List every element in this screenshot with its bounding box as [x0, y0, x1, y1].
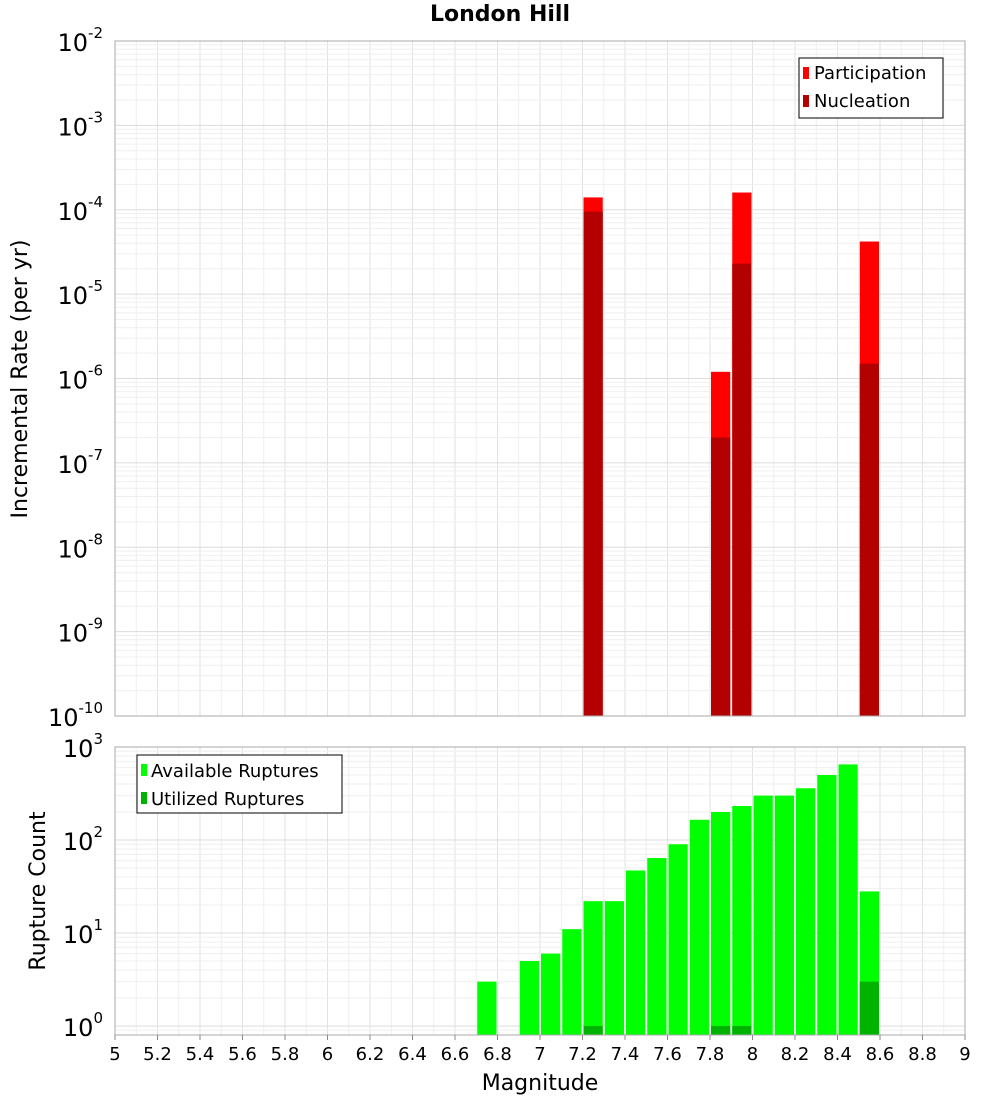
count-utilized-ruptures-bar — [859, 981, 879, 1035]
count-available-ruptures-bar — [796, 788, 816, 1035]
rate-nucleation-bar — [583, 211, 603, 716]
count-available-ruptures-bar — [774, 795, 794, 1035]
count-available-ruptures-bar — [541, 953, 561, 1035]
count-y-tick-label: 103 — [63, 730, 103, 763]
rate-y-tick-label: 10-9 — [57, 615, 103, 648]
rate-y-axis-title: Incremental Rate (per yr) — [8, 240, 33, 519]
count-y-tick-label: 101 — [63, 916, 103, 949]
count-available-ruptures-bar — [817, 774, 837, 1035]
x-tick-label: 6.6 — [441, 1044, 470, 1065]
count-available-ruptures-bar — [583, 901, 603, 1035]
count-available-ruptures-bar — [519, 960, 539, 1035]
rate-legend: Participation Nucleation — [798, 57, 944, 119]
x-tick-label: 7.6 — [653, 1044, 682, 1065]
x-tick-label: 7.4 — [611, 1044, 640, 1065]
magnitude-x-axis-title: Magnitude — [482, 1071, 599, 1096]
count-utilized-ruptures-bar — [711, 1025, 731, 1035]
count-y-ticks: 100 101 102 103 — [63, 730, 103, 1042]
x-tick-label: 7.8 — [696, 1044, 725, 1065]
count-available-ruptures-bar — [562, 929, 582, 1035]
x-tick-label: 7 — [534, 1044, 545, 1065]
rate-legend-box — [798, 57, 944, 119]
rate-y-tick-label: 10-10 — [48, 699, 103, 732]
count-bars — [477, 764, 879, 1035]
rate-y-tick-label: 10-6 — [57, 362, 103, 395]
x-tick-label: 6.8 — [483, 1044, 512, 1065]
rate-y-tick-label: 10-3 — [57, 108, 103, 141]
x-tick-label: 5.8 — [271, 1044, 300, 1065]
x-tick-label: 8 — [747, 1044, 758, 1065]
count-available-ruptures-bar — [753, 795, 773, 1035]
count-available-ruptures-bar — [626, 870, 646, 1035]
x-tick-label: 5.2 — [143, 1044, 172, 1065]
count-utilized-ruptures-bar — [583, 1025, 603, 1035]
rate-panel: 10-10 10-9 10-8 10-7 10-6 10-5 10-4 10-3 10-2 In… — [8, 24, 966, 732]
rate-y-ticks: 10-10 10-9 10-8 10-7 10-6 10-5 10-4 10-3 10-2 — [48, 24, 103, 732]
rate-y-tick-label: 10-8 — [57, 530, 103, 563]
count-y-axis-title: Rupture Count — [26, 811, 51, 971]
x-tick-label: 5.6 — [228, 1044, 257, 1065]
count-panel: 100 101 102 103 5 5.2 5.4 5.6 5.8 6 6.2 6.4 6.6 6.8 7… — [26, 730, 971, 1096]
x-tick-label: 8.2 — [781, 1044, 810, 1065]
x-tick-label: 5 — [109, 1044, 120, 1065]
x-tick-label: 7.2 — [568, 1044, 597, 1065]
rate-y-tick-label: 10-5 — [57, 277, 103, 310]
rate-y-tick-label: 10-4 — [57, 193, 103, 226]
available-ruptures-legend-swatch — [141, 764, 147, 776]
nucleation-legend-label: Nucleation — [814, 91, 910, 112]
rate-nucleation-bar — [711, 437, 731, 716]
utilized-ruptures-legend-label: Utilized Ruptures — [151, 789, 304, 810]
utilized-ruptures-legend-swatch — [141, 792, 147, 804]
rate-nucleation-bar — [859, 363, 879, 716]
x-tick-label: 8.4 — [823, 1044, 852, 1065]
count-legend: Available Ruptures Utilized Ruptures — [136, 754, 343, 814]
rate-y-tick-label: 10-2 — [57, 24, 103, 57]
count-available-ruptures-bar — [732, 806, 752, 1035]
count-legend-box — [136, 754, 343, 814]
count-y-tick-label: 100 — [63, 1009, 103, 1042]
rate-y-tick-label: 10-7 — [57, 446, 103, 479]
x-tick-label: 6 — [322, 1044, 333, 1065]
rate-nucleation-bar — [732, 263, 752, 716]
count-available-ruptures-bar — [838, 764, 858, 1035]
x-tick-label: 5.4 — [186, 1044, 215, 1065]
count-available-ruptures-bar — [647, 858, 667, 1035]
rate-grid — [115, 40, 965, 717]
count-available-ruptures-bar — [668, 844, 688, 1035]
magnitude-x-ticks: 5 5.2 5.4 5.6 5.8 6 6.2 6.4 6.6 6.8 7 7.2 7.4 7.6 7.8 8… — [109, 1035, 971, 1065]
count-available-ruptures-bar — [689, 819, 709, 1035]
count-utilized-ruptures-bar — [732, 1025, 752, 1035]
rate-bars — [583, 192, 879, 717]
x-tick-label: 8.6 — [866, 1044, 895, 1065]
available-ruptures-legend-label: Available Ruptures — [151, 761, 319, 782]
x-tick-label: 6.4 — [398, 1044, 427, 1065]
count-available-ruptures-bar — [711, 812, 731, 1035]
participation-legend-swatch — [803, 67, 809, 79]
chart-title: London Hill — [429, 2, 570, 27]
nucleation-legend-swatch — [803, 95, 809, 107]
count-available-ruptures-bar — [477, 981, 497, 1035]
x-tick-label: 9 — [959, 1044, 970, 1065]
x-tick-label: 8.8 — [908, 1044, 937, 1065]
participation-legend-label: Participation — [814, 63, 926, 84]
x-tick-label: 6.2 — [356, 1044, 385, 1065]
count-available-ruptures-bar — [604, 901, 624, 1035]
rate-plot-border — [114, 40, 966, 717]
count-y-tick-label: 102 — [63, 823, 103, 856]
